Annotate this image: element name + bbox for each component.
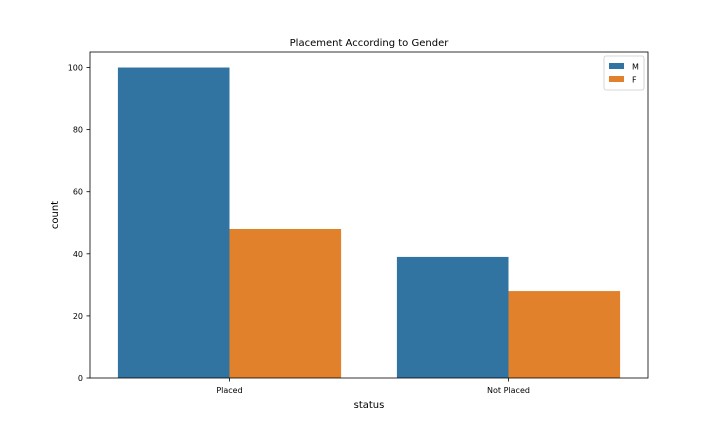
legend-swatch-f (609, 76, 624, 82)
x-axis: Placed Not Placed (216, 378, 530, 395)
bar-m-not-placed (396, 256, 509, 378)
x-tick-label: Placed (216, 386, 242, 395)
chart-title: Placement According to Gender (290, 38, 450, 49)
bar-f-placed (229, 228, 342, 378)
legend-swatch-m (609, 63, 624, 69)
x-axis-label: status (354, 400, 385, 411)
y-tick-label: 60 (73, 188, 83, 197)
y-tick-label: 40 (73, 250, 83, 259)
y-axis-label: count (50, 201, 61, 229)
bar-f-not-placed (508, 291, 621, 378)
legend-box (603, 55, 645, 91)
y-axis: 0 20 40 60 80 100 (68, 64, 90, 383)
legend-label-m: M (632, 63, 639, 72)
x-tick-label: Not Placed (487, 386, 530, 395)
bar-m-placed (117, 67, 230, 379)
plot-frame (89, 51, 649, 379)
y-tick-label: 80 (73, 126, 83, 135)
legend: MF (603, 55, 645, 91)
y-tick-label: 0 (78, 374, 83, 383)
y-tick-label: 20 (73, 312, 83, 321)
y-tick-label: 100 (68, 64, 83, 73)
bars-layer (117, 67, 621, 379)
legend-label-f: F (632, 76, 637, 85)
